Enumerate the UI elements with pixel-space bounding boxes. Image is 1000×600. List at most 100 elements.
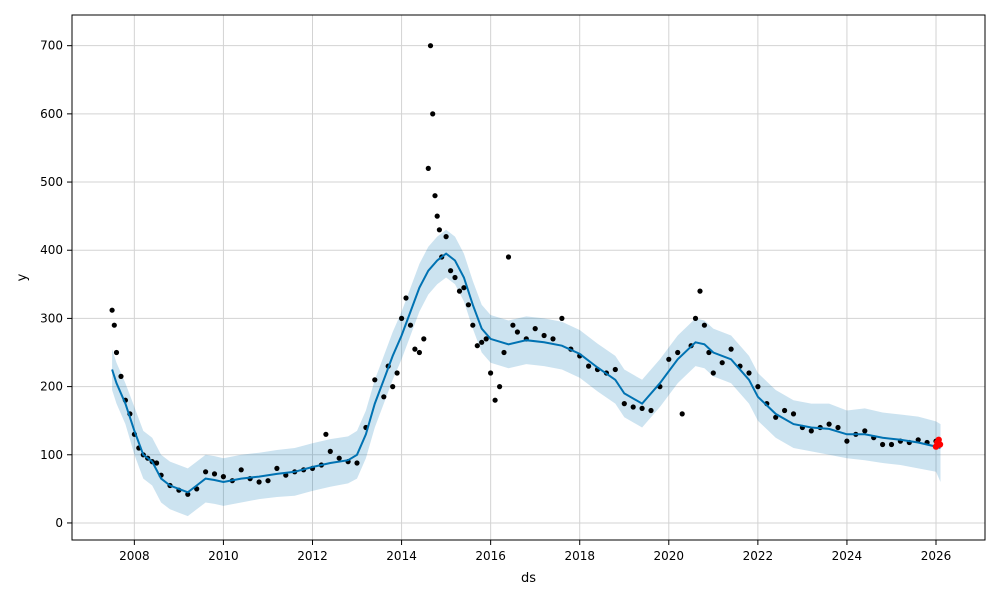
observed-point [354, 460, 360, 466]
observed-point [483, 336, 489, 342]
observed-point [621, 401, 627, 407]
observed-point [541, 332, 547, 339]
observed-point [808, 428, 814, 434]
y-tick-label: 100 [40, 448, 63, 462]
observed-point [844, 438, 850, 444]
observed-point [403, 295, 409, 301]
observed-point [666, 356, 672, 362]
observed-point [505, 254, 512, 260]
y-tick-label: 0 [55, 516, 63, 530]
observed-point [274, 465, 280, 471]
observed-point [113, 349, 120, 356]
observed-point [432, 193, 438, 199]
observed-point [203, 469, 209, 475]
observed-point [443, 234, 449, 240]
uncertainty-band [112, 229, 941, 517]
observed-point [826, 421, 832, 427]
observed-point [559, 315, 565, 321]
y-tick-label: 200 [40, 380, 63, 394]
x-axis-label: ds [521, 571, 536, 586]
observed-point [679, 411, 685, 417]
grid-layer [72, 15, 985, 540]
x-tick-label: 2012 [297, 549, 328, 563]
observed-point [430, 111, 436, 117]
observed-point [427, 43, 434, 49]
observed-point [372, 377, 378, 383]
observed-point [448, 268, 454, 274]
observed-point [465, 302, 471, 308]
y-tick-label: 700 [40, 39, 63, 53]
observed-point [109, 307, 115, 313]
y-tick-label: 300 [40, 311, 63, 325]
observed-point [501, 349, 507, 356]
observed-point [862, 428, 868, 434]
y-axis-ticks: 0 100 200 300 400 500 600 700 [40, 39, 72, 530]
observed-point [675, 349, 681, 356]
observed-point [390, 384, 396, 390]
observed-point [436, 227, 442, 233]
forecast-line-layer [111, 252, 941, 494]
observed-point [782, 407, 788, 414]
observed-point [697, 288, 703, 294]
observed-point [710, 370, 716, 376]
observed-point [412, 346, 418, 352]
observed-point [154, 460, 160, 466]
observed-point [755, 384, 761, 390]
observed-point [639, 405, 645, 411]
uncertainty-band-layer [112, 229, 941, 517]
observed-point [488, 370, 494, 376]
observed-point [416, 349, 422, 356]
observed-point [220, 474, 226, 480]
observed-point [434, 213, 440, 219]
y-axis-label: y [15, 273, 30, 281]
y-tick-label: 600 [40, 107, 63, 121]
observed-point [612, 366, 618, 373]
observed-point [510, 322, 516, 328]
observed-point [835, 424, 841, 431]
observed-point [701, 322, 708, 328]
observed-point [323, 431, 329, 437]
observed-point [394, 370, 400, 376]
observed-point [532, 326, 538, 332]
x-axis-ticks: 2008 2010 2012 2014 2016 2018 2020 2022 2024 2026 [119, 540, 951, 563]
y-tick-label: 400 [40, 243, 63, 257]
observed-point [256, 479, 262, 485]
observed-point [118, 373, 124, 379]
observed-point [407, 322, 414, 328]
observed-point [648, 407, 654, 414]
observed-point [399, 315, 405, 321]
observed-point [238, 467, 244, 473]
observed-point [336, 455, 342, 461]
forecast-line [111, 252, 941, 494]
observed-point [719, 360, 725, 366]
observed-point [470, 322, 476, 328]
observed-point [630, 404, 636, 410]
observed-point [497, 384, 503, 390]
plot-frame [71, 14, 986, 541]
x-tick-label: 2010 [208, 549, 239, 563]
observed-point [185, 491, 191, 497]
observed-point [746, 370, 752, 376]
observed-point [550, 336, 556, 342]
forecast-highlight-layer [932, 436, 944, 450]
x-tick-label: 2020 [654, 549, 685, 563]
observed-point [888, 441, 895, 448]
observed-point [265, 478, 271, 484]
observed-point [474, 343, 480, 349]
observed-point [514, 329, 521, 335]
observed-point [773, 414, 779, 420]
observed-point [492, 397, 498, 403]
x-tick-label: 2026 [921, 549, 952, 563]
x-tick-label: 2008 [119, 549, 150, 563]
x-tick-label: 2024 [832, 549, 863, 563]
observed-point [425, 165, 431, 171]
x-tick-label: 2016 [475, 549, 506, 563]
observed-point [915, 437, 921, 443]
observed-point [790, 411, 797, 417]
x-tick-label: 2018 [564, 549, 595, 563]
y-tick-label: 500 [40, 175, 63, 189]
x-tick-label: 2022 [743, 549, 774, 563]
observed-point [728, 346, 734, 352]
